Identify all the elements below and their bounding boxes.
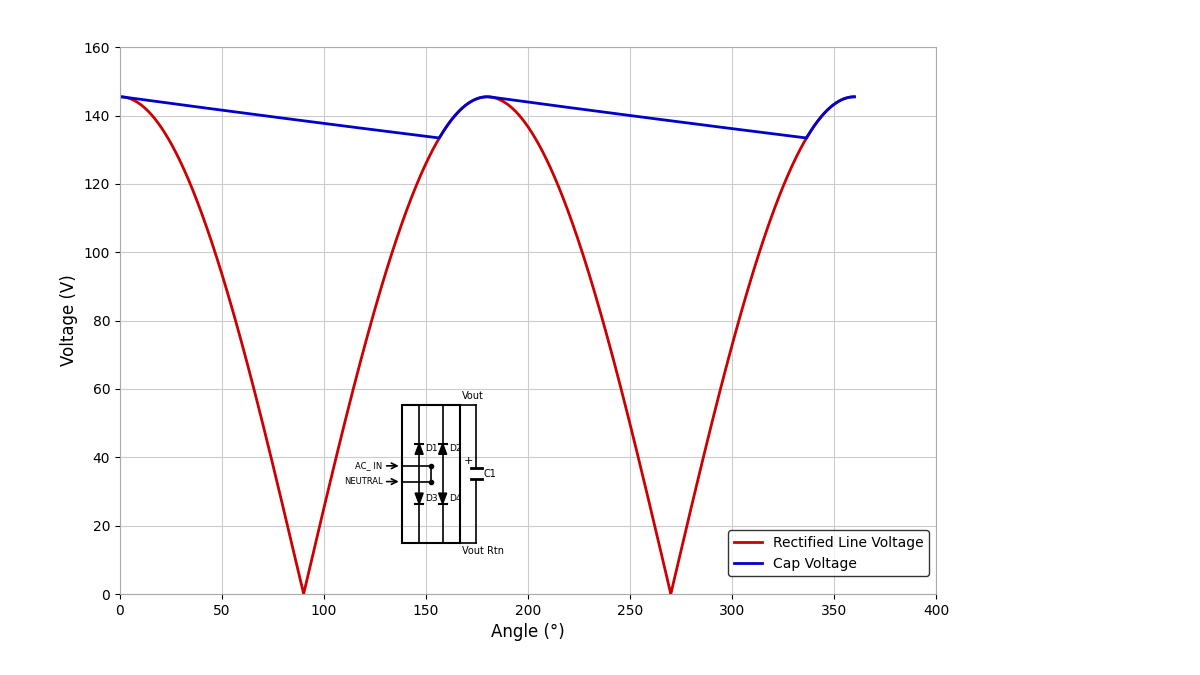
- Cap Voltage: [799, 134, 814, 142]
- Cap Voltage: [113, 92, 127, 101]
- Rectified Line Voltage: [847, 92, 862, 101]
- Y-axis label: Voltage (V): Voltage (V): [60, 275, 78, 367]
- Legend: Rectified Line Voltage, Cap Voltage: Rectified Line Voltage, Cap Voltage: [728, 530, 929, 576]
- Rectified Line Voltage: [270, 479, 284, 487]
- Cap Voltage: [270, 113, 284, 122]
- Cap Voltage: [318, 119, 332, 128]
- Cap Voltage: [847, 92, 862, 101]
- Rectified Line Voltage: [318, 498, 332, 506]
- Rectified Line Voltage: [778, 178, 792, 186]
- Rectified Line Voltage: [847, 92, 862, 101]
- Rectified Line Voltage: [570, 233, 584, 241]
- Cap Voltage: [570, 105, 584, 113]
- Cap Voltage: [847, 92, 862, 101]
- Cap Voltage: [557, 103, 571, 111]
- Cap Voltage: [778, 131, 792, 139]
- X-axis label: Angle (°): Angle (°): [491, 623, 565, 641]
- Line: Rectified Line Voltage: Rectified Line Voltage: [120, 97, 854, 594]
- Line: Cap Voltage: Cap Voltage: [120, 97, 854, 138]
- Rectified Line Voltage: [113, 92, 127, 101]
- Rectified Line Voltage: [296, 590, 311, 598]
- Rectified Line Voltage: [557, 197, 571, 205]
